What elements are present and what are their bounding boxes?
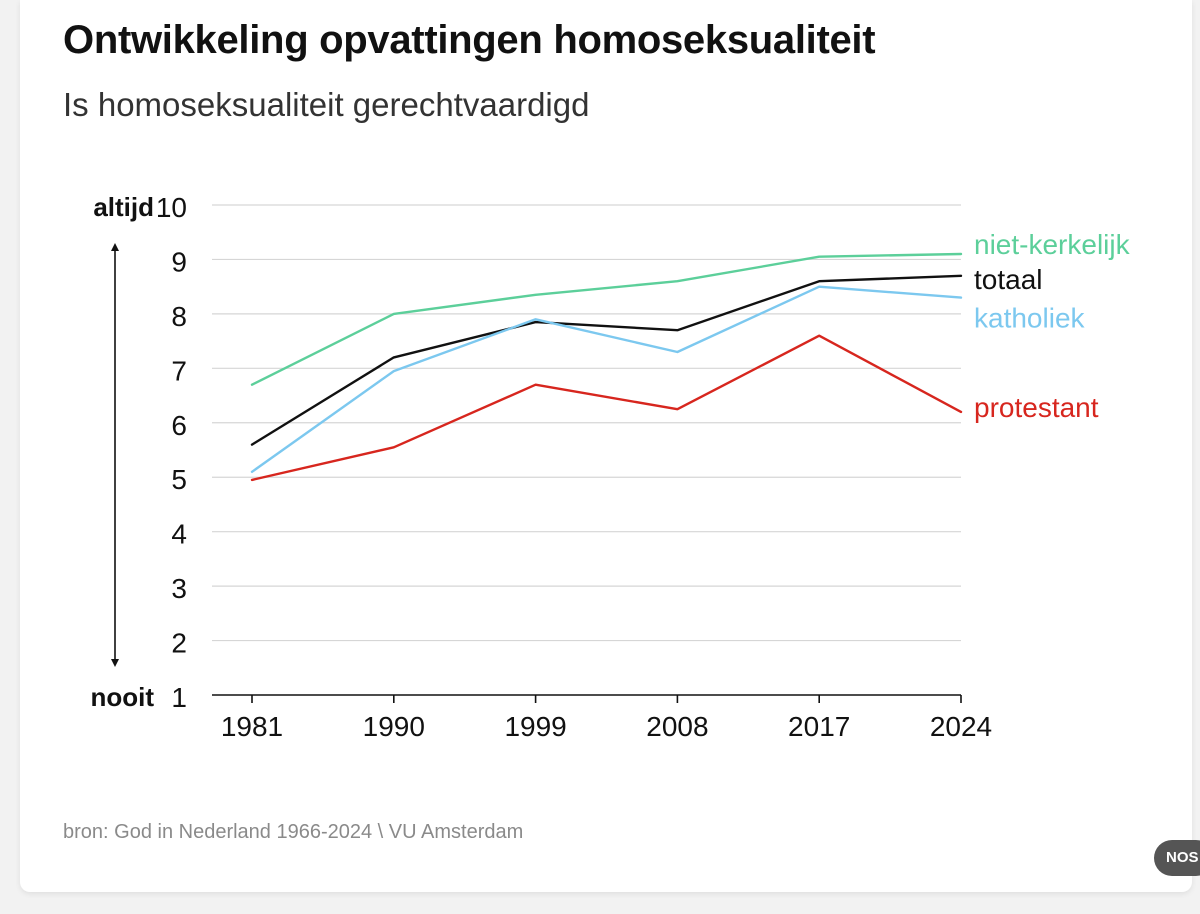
y-tick-label: 6 [171,410,187,441]
series-label: protestant [974,392,1099,423]
x-axis: 1981 1990 1999 2008 2017 2024 [212,694,992,742]
chart-subtitle: Is homoseksualiteit gerechtvaardigd [63,86,590,123]
y-tick-label: 10 [156,192,187,223]
y-tick-label: 8 [171,301,187,332]
nos-badge[interactable]: NOS [1154,840,1200,876]
y-bottom-label: nooit [90,682,154,712]
source-note: bron: God in Nederland 1966-2024 \ VU Am… [63,821,524,843]
y-tick-label: 7 [171,355,187,386]
y-top-label: altijd [93,192,154,222]
chart-card: Ontwikkeling opvattingen homoseksualitei… [20,0,1192,892]
series-line [250,285,963,473]
series-label: katholiek [974,303,1086,334]
series-label: niet-kerkelijk [974,229,1131,260]
x-tick-label: 2024 [930,711,992,742]
arrow-down-icon [111,659,119,667]
chart-title: Ontwikkeling opvattingen homoseksualitei… [63,18,876,62]
series-line [250,252,963,386]
series-labels: niet-kerkelijk totaal katholiek protestant [974,229,1131,423]
series-line [250,274,963,446]
x-tick-label: 2017 [788,711,850,742]
x-tick-label: 1990 [363,711,425,742]
y-tick-label: 3 [171,573,187,604]
series-label: totaal [974,264,1043,295]
y-tick-label: 4 [171,519,187,550]
x-tick-label: 1999 [504,711,566,742]
series-lines [250,252,963,482]
gridlines [212,204,961,642]
y-tick-label: 9 [171,246,187,277]
x-tick-label: 2008 [646,711,708,742]
series-line [250,334,963,482]
y-tick-label: 1 [171,682,187,713]
y-tick-label: 2 [171,628,187,659]
arrow-up-icon [111,243,119,251]
y-tick-label: 5 [171,464,187,495]
x-tick-label: 1981 [221,711,283,742]
